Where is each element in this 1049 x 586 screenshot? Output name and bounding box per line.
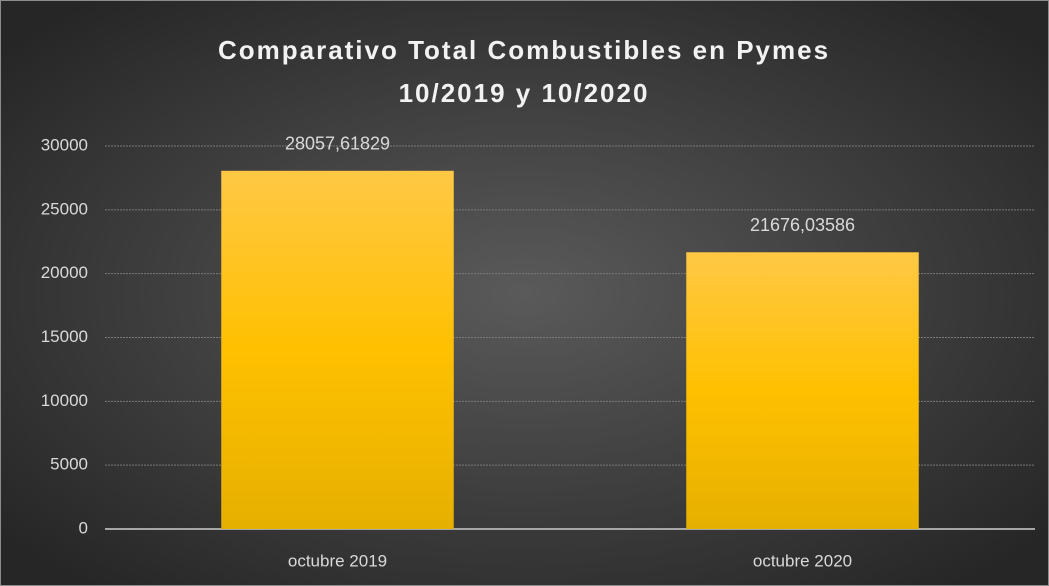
- y-tick-label: 5000: [50, 455, 88, 474]
- data-label: 21676,03586: [750, 215, 855, 235]
- chart-title: Comparativo Total Combustibles en Pymes: [218, 35, 830, 65]
- y-tick-label: 0: [79, 518, 88, 537]
- data-label: 28057,61829: [285, 134, 390, 154]
- y-tick-label: 25000: [41, 199, 88, 218]
- bar: [686, 252, 919, 529]
- y-tick-label: 30000: [41, 135, 88, 154]
- x-tick-label: octubre 2020: [753, 551, 852, 570]
- y-tick-label: 10000: [41, 391, 88, 410]
- bar: [221, 170, 454, 530]
- y-tick-label: 15000: [41, 327, 88, 346]
- y-tick-label: 20000: [41, 263, 88, 282]
- chart-title: 10/2019 y 10/2020: [399, 78, 650, 108]
- x-tick-label: octubre 2019: [288, 551, 387, 570]
